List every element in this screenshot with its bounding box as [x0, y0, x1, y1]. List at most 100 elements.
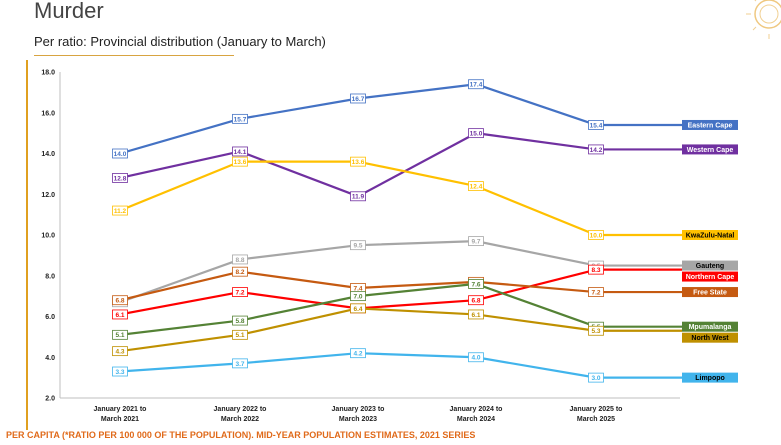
data-label-box: [112, 205, 128, 216]
data-label-box: [588, 144, 604, 155]
data-label: 14.0: [114, 151, 127, 158]
data-label: 8.2: [235, 269, 244, 276]
data-label-box: [468, 309, 484, 320]
data-label: 3.0: [591, 375, 600, 382]
data-label-box: [588, 264, 604, 275]
data-label-box: [350, 156, 366, 167]
legend-label: Mpumalanga: [689, 324, 732, 331]
x-tick-label: January 2022 to: [214, 406, 267, 413]
data-label-box: [112, 329, 128, 340]
data-label: 7.4: [353, 285, 362, 292]
data-label-box: [468, 79, 484, 90]
data-label: 10.0: [590, 232, 603, 239]
data-label: 3.3: [115, 369, 124, 376]
data-label-box: [112, 295, 128, 306]
data-label-box: [588, 287, 604, 297]
legend-swatch: [682, 144, 738, 155]
data-label-box: [350, 93, 366, 104]
data-label: 13.6: [352, 159, 365, 166]
data-label: 6.4: [353, 306, 362, 313]
data-label: 9.7: [471, 239, 480, 246]
y-tick-label: 16.0: [41, 110, 55, 117]
legend-swatch: [682, 271, 738, 282]
data-label-box: [232, 156, 248, 167]
data-label-box: [232, 329, 248, 340]
data-label-box: [350, 291, 366, 302]
legend-swatch: [682, 230, 738, 240]
data-label: 8.8: [235, 257, 244, 264]
legend-label: Free State: [693, 290, 727, 297]
data-label-box: [112, 366, 128, 377]
page-subtitle: Per ratio: Provincial distribution (Janu…: [34, 34, 326, 49]
data-label: 9.5: [353, 243, 362, 250]
data-label-box: [112, 173, 128, 183]
legend-label: Northern Cape: [686, 274, 735, 281]
data-label: 6.8: [471, 298, 480, 305]
data-label: 4.3: [115, 349, 124, 356]
legend-swatch: [682, 332, 738, 343]
y-tick-label: 14.0: [41, 151, 55, 158]
data-label: 11.2: [114, 208, 127, 215]
data-label: 15.0: [470, 131, 483, 138]
data-label: 7.6: [471, 281, 480, 288]
data-label: 11.9: [352, 194, 365, 201]
data-label-box: [112, 148, 128, 159]
data-label: 5.8: [235, 318, 244, 325]
y-tick-label: 2.0: [45, 396, 55, 403]
x-tick-label: March 2022: [221, 416, 259, 423]
data-label: 12.8: [114, 175, 127, 182]
y-tick-label: 18.0: [41, 70, 55, 77]
series-line: [119, 307, 597, 353]
data-label-box: [232, 266, 248, 277]
data-label-box: [350, 191, 366, 202]
data-label: 14.2: [590, 147, 603, 154]
data-label: 6.1: [471, 312, 480, 319]
data-label: 8.3: [591, 267, 600, 274]
legend-label: Western Cape: [687, 147, 734, 154]
x-tick-label: January 2025 to: [570, 406, 623, 413]
data-label: 16.7: [352, 96, 365, 103]
legend-swatch: [682, 287, 738, 298]
data-label-box: [468, 128, 484, 139]
data-label: 5.1: [115, 332, 124, 339]
y-tick-label: 10.0: [41, 233, 55, 240]
data-label: 5.3: [591, 328, 600, 335]
data-label-box: [112, 346, 128, 357]
legend-swatch: [682, 372, 738, 383]
legend-swatch: [682, 119, 738, 130]
legend-label: North West: [691, 335, 729, 342]
data-label: 13.6: [234, 159, 247, 166]
data-label: 5.1: [235, 332, 244, 339]
data-label-box: [588, 325, 604, 336]
data-label-box: [588, 372, 604, 383]
x-tick-label: March 2023: [339, 416, 377, 423]
data-label-box: [232, 287, 248, 297]
footnote: PER CAPITA (*RATIO PER 100 000 OF THE PO…: [6, 430, 476, 440]
legend-swatch: [682, 260, 738, 271]
legend-label: Limpopo: [695, 375, 725, 382]
data-label: 3.7: [235, 361, 244, 368]
data-label-box: [350, 240, 366, 251]
x-tick-label: January 2021 to: [94, 406, 147, 413]
page-title: Murder: [34, 0, 104, 23]
legend-label: Eastern Cape: [688, 122, 733, 129]
data-label-box: [588, 230, 604, 240]
accent-vertical-line: [26, 60, 28, 430]
data-label: 17.4: [470, 82, 483, 89]
data-label: 7.2: [235, 289, 244, 296]
data-label-box: [468, 236, 484, 247]
data-label: 12.4: [470, 184, 483, 191]
data-label-box: [350, 303, 366, 314]
sun-emblem-icon: [746, 0, 781, 39]
data-label: 4.2: [353, 351, 362, 358]
data-label-box: [232, 254, 248, 265]
x-tick-label: March 2024: [457, 416, 495, 423]
data-label-box: [232, 113, 248, 124]
y-tick-label: 4.0: [45, 355, 55, 362]
data-label-box: [112, 309, 128, 320]
legend-label: Gauteng: [696, 263, 724, 270]
data-label: 15.4: [590, 122, 603, 129]
data-label-box: [232, 146, 248, 157]
data-label-box: [232, 315, 248, 326]
data-label: 15.7: [234, 116, 247, 123]
